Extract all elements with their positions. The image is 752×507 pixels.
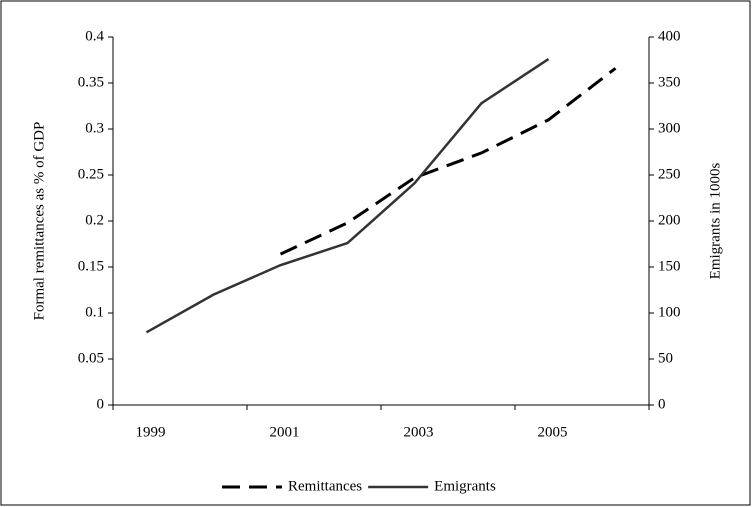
x-tick-label: 1999	[136, 424, 166, 440]
y-axis-label: Formal remittances as % of GDP	[31, 122, 47, 321]
y2-tick-label: 250	[658, 166, 681, 182]
y-tick-label: 0.3	[85, 120, 104, 136]
x-tick-label: 2005	[538, 424, 568, 440]
y-tick-label: 0.35	[78, 74, 104, 90]
y-tick-label: 0.25	[78, 166, 104, 182]
y-tick-label: 0.15	[78, 258, 104, 274]
y2-tick-label: 200	[658, 212, 681, 228]
x-tick-label: 2001	[270, 424, 300, 440]
y2-tick-label: 400	[658, 28, 681, 44]
y2-tick-label: 0	[658, 396, 666, 412]
legend-label: Remittances	[288, 478, 362, 494]
y-tick-label: 0.1	[85, 304, 104, 320]
y2-tick-label: 50	[658, 350, 673, 366]
y2-axis-label: Emigrants in 1000s	[707, 163, 723, 280]
y-tick-label: 0.2	[85, 212, 104, 228]
series-line	[145, 58, 550, 334]
y2-tick-label: 150	[658, 258, 681, 274]
x-tick-label: 2003	[404, 424, 434, 440]
y2-tick-label: 100	[658, 304, 681, 320]
y-tick-label: 0	[97, 396, 105, 412]
y2-tick-label: 300	[658, 120, 681, 136]
y2-tick-label: 350	[658, 74, 681, 90]
legend-label: Emigrants	[434, 478, 496, 494]
y-tick-label: 0.4	[85, 28, 104, 44]
y-tick-label: 0.05	[78, 350, 104, 366]
series-line	[279, 67, 617, 256]
